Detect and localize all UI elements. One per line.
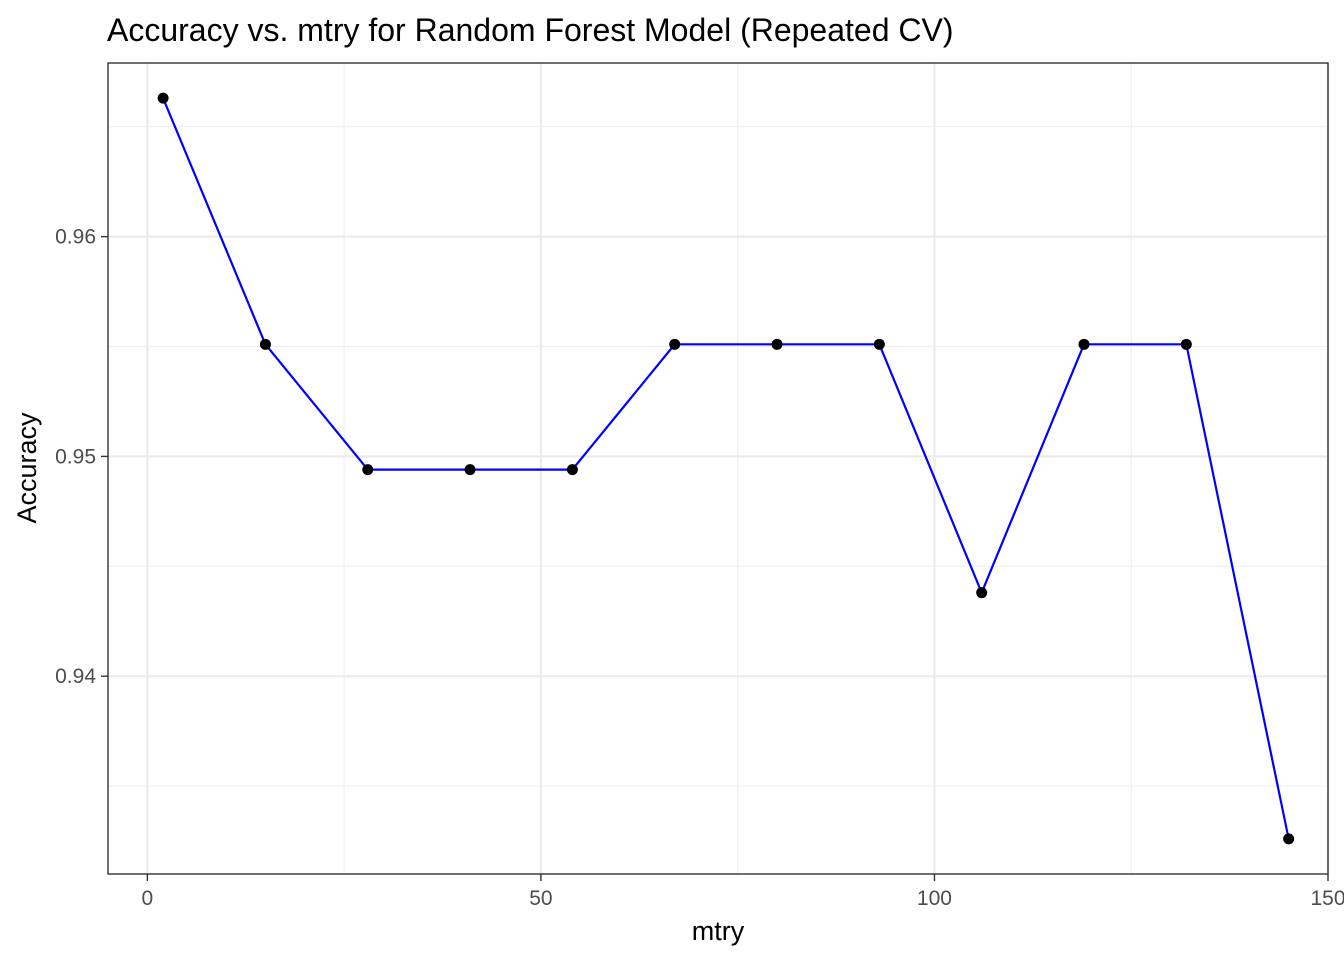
data-point xyxy=(1078,338,1090,350)
chart-title: Accuracy vs. mtry for Random Forest Mode… xyxy=(107,12,954,48)
data-point xyxy=(259,338,271,350)
data-point xyxy=(771,338,783,350)
data-point xyxy=(873,338,885,350)
data-point xyxy=(976,587,988,599)
panel-border xyxy=(107,62,1329,875)
axis-layer: 0 50 100 150 0.94 0.95 0.96 xyxy=(55,226,1344,910)
y-axis-title: Accuracy xyxy=(12,412,42,524)
x-tick-label: 100 xyxy=(917,887,952,910)
panel-background xyxy=(108,63,1328,874)
y-tick-label: 0.95 xyxy=(55,445,96,468)
y-tick-label: 0.96 xyxy=(55,226,96,249)
x-tick-label: 0 xyxy=(142,887,154,910)
series-line xyxy=(162,97,1290,840)
data-point xyxy=(157,92,169,104)
data-point xyxy=(1180,338,1192,350)
x-tick-label: 50 xyxy=(529,887,552,910)
data-point xyxy=(1283,833,1295,845)
data-point xyxy=(464,464,476,476)
data-point xyxy=(362,464,374,476)
x-axis-title: mtry xyxy=(692,916,745,946)
data-point xyxy=(566,464,578,476)
data-point xyxy=(669,338,681,350)
x-tick-label: 150 xyxy=(1310,887,1344,910)
series-layer xyxy=(157,92,1295,845)
y-tick-label: 0.94 xyxy=(55,665,96,688)
